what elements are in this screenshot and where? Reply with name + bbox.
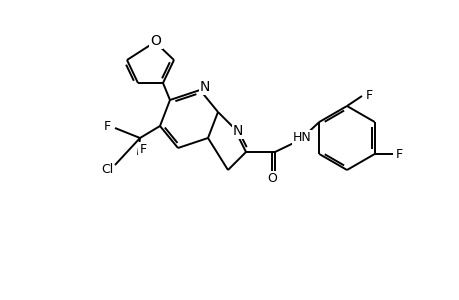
Text: F: F (139, 142, 146, 155)
Text: N: N (199, 80, 210, 94)
Text: O: O (267, 172, 276, 184)
Text: N: N (232, 124, 243, 138)
Text: Cl: Cl (101, 163, 113, 176)
Text: O: O (150, 34, 161, 48)
Text: HN: HN (292, 130, 311, 143)
Text: F: F (364, 88, 372, 101)
Text: F: F (395, 148, 403, 160)
Text: F: F (103, 119, 110, 133)
